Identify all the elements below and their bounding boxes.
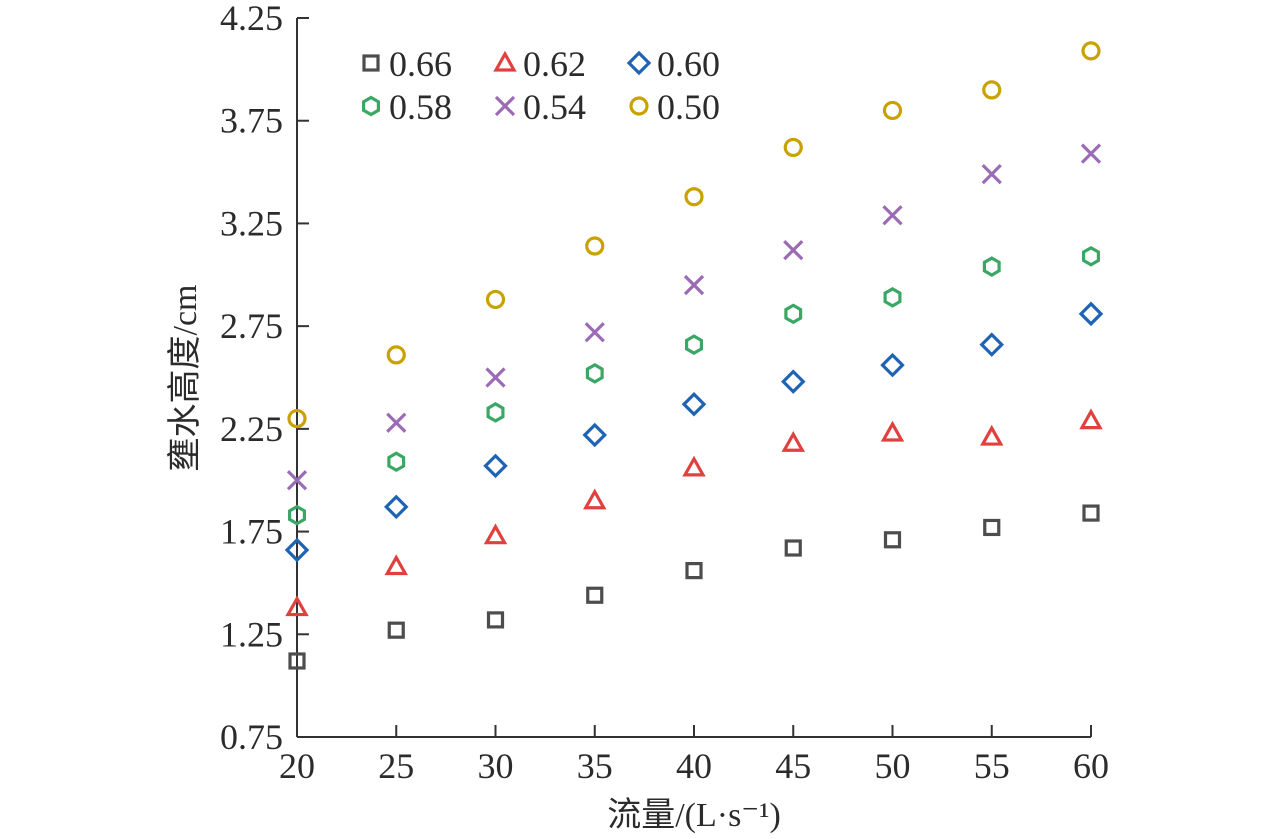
x-tick-label: 50	[875, 746, 911, 786]
data-point-0_62	[980, 424, 1004, 446]
data-point-0_60	[780, 369, 806, 394]
x-tick-label: 25	[378, 746, 414, 786]
data-point-0_54	[286, 470, 308, 491]
legend-marker-0_54	[494, 95, 516, 117]
data-point-0_54	[683, 274, 705, 296]
data-point-0_50	[1081, 41, 1101, 61]
legend-marker-0_60	[626, 50, 652, 76]
data-point-0_58	[784, 303, 803, 325]
data-point-0_54	[783, 240, 804, 261]
data-point-0_58	[883, 287, 902, 308]
data-point-0_58	[486, 402, 505, 423]
data-point-0_66	[586, 586, 604, 604]
y-tick-label: 0.75	[220, 717, 283, 757]
data-point-0_54	[485, 367, 506, 388]
data-point-0_50	[684, 187, 704, 207]
data-point-0_54	[882, 205, 903, 226]
data-point-0_50	[585, 236, 605, 256]
data-point-0_62	[583, 488, 607, 510]
y-tick-label: 3.75	[220, 101, 283, 141]
data-point-0_66	[486, 611, 505, 629]
data-point-0_62	[781, 430, 805, 452]
data-point-0_58	[1081, 245, 1101, 267]
data-point-0_60	[284, 537, 310, 563]
legend-label: 0.62	[523, 44, 586, 84]
data-point-0_58	[288, 504, 306, 526]
data-point-0_58	[684, 334, 704, 355]
data-point-0_60	[582, 422, 608, 448]
data-point-0_66	[883, 531, 902, 549]
data-point-0_60	[979, 332, 1005, 357]
x-tick-label: 45	[775, 746, 811, 786]
data-point-0_60	[483, 453, 508, 479]
data-point-0_58	[387, 451, 406, 473]
y-tick-label: 2.75	[220, 306, 283, 346]
data-point-0_66	[1082, 504, 1100, 522]
data-point-0_66	[983, 518, 1001, 537]
data-point-0_60	[681, 391, 707, 417]
data-point-0_50	[882, 100, 903, 121]
legend-label: 0.50	[657, 87, 720, 127]
legend-marker-0_58	[362, 95, 380, 117]
data-point-0_66	[387, 621, 405, 639]
data-point-0_60	[383, 494, 409, 520]
data-point-0_62	[1079, 408, 1103, 430]
data-point-0_50	[485, 289, 506, 310]
x-tick-label: 20	[279, 746, 315, 786]
x-tick-label: 35	[577, 746, 613, 786]
x-axis-title: 流量/(L·s⁻¹)	[607, 796, 781, 834]
legend-label: 0.60	[657, 44, 720, 84]
x-tick-label: 40	[676, 746, 712, 786]
data-point-0_66	[685, 562, 703, 580]
y-tick-label: 2.25	[220, 409, 283, 449]
data-point-0_58	[982, 256, 1001, 277]
x-tick-label: 55	[974, 746, 1010, 786]
legend-label: 0.66	[389, 44, 452, 84]
legend-marker-0_62	[493, 50, 517, 72]
data-point-0_54	[584, 322, 605, 343]
data-point-0_50	[287, 408, 307, 429]
data-point-0_50	[982, 80, 1002, 100]
y-tick-label: 4.25	[220, 0, 283, 38]
x-tick-label: 60	[1073, 746, 1109, 786]
y-axis-title: 壅水高度/cm	[166, 285, 204, 472]
data-point-0_50	[386, 345, 406, 365]
legend-marker-0_66	[362, 54, 380, 72]
y-tick-label: 1.25	[220, 614, 283, 654]
data-point-0_54	[386, 412, 407, 433]
y-tick-label: 1.75	[220, 512, 283, 552]
x-tick-label: 30	[478, 746, 514, 786]
y-tick-label: 3.25	[220, 203, 283, 243]
data-point-0_62	[483, 523, 508, 545]
data-point-0_62	[880, 420, 905, 442]
legend-marker-0_50	[629, 96, 649, 116]
data-point-0_60	[880, 352, 905, 378]
data-point-0_62	[384, 554, 408, 576]
legend-label: 0.54	[523, 87, 586, 127]
data-point-0_66	[288, 652, 306, 670]
data-point-0_58	[585, 363, 604, 384]
data-point-0_66	[784, 539, 802, 557]
data-point-0_50	[783, 137, 803, 158]
legend: 0.66 0.62 0.60 0.58 0.54 0.50	[362, 44, 720, 127]
data-point-0_62	[285, 595, 309, 617]
data-point-0_54	[981, 163, 1002, 185]
data-point-0_62	[682, 455, 706, 477]
data-point-0_54	[1080, 143, 1102, 164]
legend-label: 0.58	[389, 87, 452, 127]
data-point-0_60	[1078, 301, 1104, 327]
data-points	[284, 41, 1104, 670]
